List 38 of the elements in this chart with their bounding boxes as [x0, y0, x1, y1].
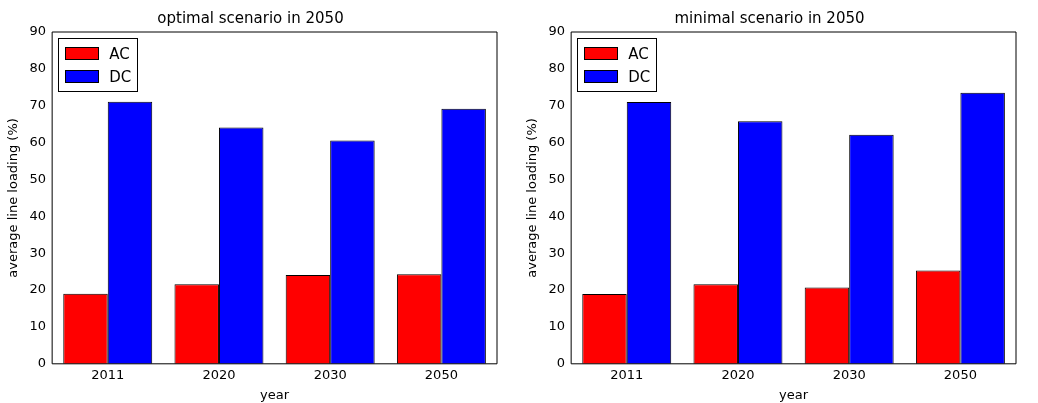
y-tick-label: 0: [556, 355, 566, 371]
y-tick-label: 40: [29, 207, 47, 223]
y-tick-label: 0: [37, 355, 47, 371]
y-tick-label: 50: [548, 170, 566, 186]
y-axis-title: average line loading (%): [524, 118, 540, 278]
x-axis-title: year: [779, 386, 809, 402]
y-tick-label: 10: [548, 318, 566, 334]
y-tick-label: 30: [29, 244, 47, 260]
legend-label: AC: [109, 44, 130, 63]
y-tick-label: 10: [29, 318, 47, 334]
chart-title: optimal scenario in 2050: [157, 8, 344, 27]
x-tick-label: 2030: [832, 366, 866, 382]
y-tick-label: 20: [548, 281, 566, 297]
x-tick-label: 2011: [91, 366, 125, 382]
chart-title: minimal scenario in 2050: [674, 8, 865, 27]
y-tick-label: 70: [548, 97, 566, 113]
y-tick-label: 60: [29, 133, 47, 149]
x-tick-label: 2020: [202, 366, 236, 382]
y-tick-label: 30: [548, 244, 566, 260]
x-tick-label: 2030: [313, 366, 347, 382]
y-tick-label: 90: [548, 23, 566, 39]
x-tick-label: 2011: [610, 366, 644, 382]
y-tick-label: 80: [29, 60, 47, 76]
y-tick-label: 80: [548, 60, 566, 76]
y-tick-label: 90: [29, 23, 47, 39]
legend-label: DC: [628, 67, 651, 86]
legend-label: DC: [109, 67, 132, 86]
x-tick-label: 2050: [943, 366, 977, 382]
x-axis-title: year: [260, 386, 290, 402]
legend-label: AC: [628, 44, 649, 63]
y-tick-label: 50: [29, 170, 47, 186]
x-tick-label: 2050: [424, 366, 458, 382]
y-tick-label: 60: [548, 133, 566, 149]
x-tick-label: 2020: [721, 366, 755, 382]
y-tick-label: 70: [29, 97, 47, 113]
y-axis-title: average line loading (%): [5, 118, 21, 278]
y-tick-label: 20: [29, 281, 47, 297]
y-tick-label: 40: [548, 207, 566, 223]
